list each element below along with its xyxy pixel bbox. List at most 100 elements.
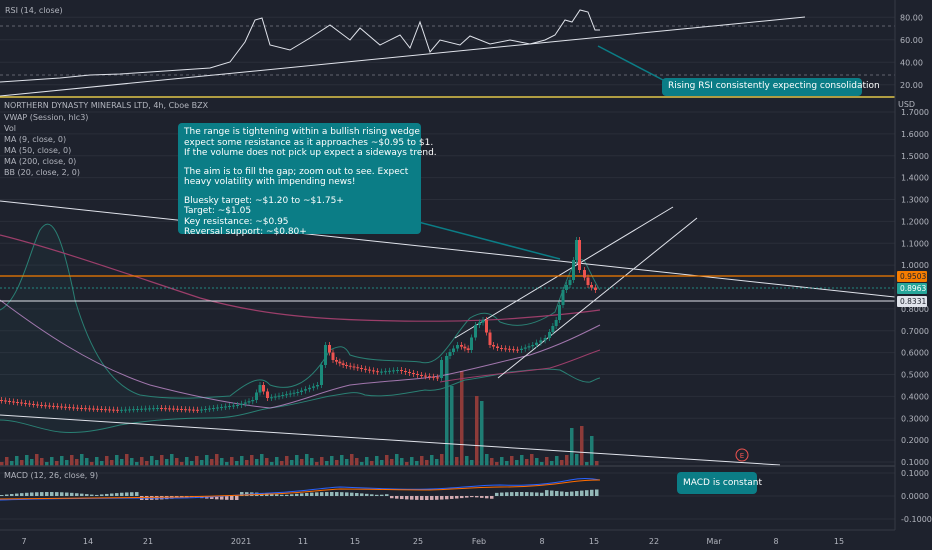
- candle-body: [590, 285, 593, 288]
- price-tick-label: 1.0000: [901, 261, 929, 270]
- candle-body: [68, 407, 71, 409]
- candle-body: [512, 349, 515, 351]
- volume-bar: [150, 456, 154, 466]
- volume-bar: [95, 457, 99, 466]
- candle-body: [352, 366, 356, 368]
- volume-bar: [245, 460, 249, 466]
- candle-body: [561, 290, 565, 305]
- price-tick-label: 1.3000: [901, 196, 929, 205]
- volume-bar: [250, 455, 254, 466]
- volume-bar: [160, 455, 164, 466]
- volume-bar: [50, 457, 54, 466]
- volume-bar: [385, 455, 389, 466]
- rsi-annotation[interactable]: Rising RSI consistently expecting consol…: [662, 78, 880, 96]
- macd-histogram-bar: [230, 496, 234, 500]
- candle-body: [380, 371, 383, 373]
- candle-body: [144, 408, 147, 410]
- volume-bar: [515, 460, 519, 466]
- volume-bar: [25, 455, 29, 466]
- candle-body: [320, 365, 323, 385]
- price-tick-label: 1.1000: [901, 239, 929, 248]
- volume-bar: [475, 396, 479, 466]
- candle-body: [148, 408, 151, 410]
- candle-body: [364, 368, 367, 370]
- macd-histogram-bar: [525, 492, 529, 496]
- price-tick-label: 1.2000: [901, 217, 929, 226]
- volume-bar: [375, 456, 379, 466]
- volume-bar: [465, 456, 469, 466]
- macd-histogram-bar: [90, 494, 94, 496]
- ma200-lower-line: [439, 349, 601, 383]
- main-annotation[interactable]: The range is tightening within a bullish…: [178, 123, 437, 237]
- volume-bar: [450, 386, 454, 466]
- macd-histogram-bar: [540, 492, 544, 496]
- candle-body: [463, 346, 467, 349]
- macd-histogram-bar: [120, 492, 124, 496]
- candle-body: [452, 348, 455, 352]
- macd-histogram-bar: [130, 492, 134, 496]
- macd-histogram-bar: [450, 496, 454, 499]
- candle-body: [220, 407, 223, 408]
- volume-bar: [230, 457, 234, 466]
- candle-body: [160, 408, 163, 409]
- candle-body: [152, 408, 155, 410]
- macd-histogram-bar: [235, 496, 239, 500]
- rsi-tick-label: 40.00: [900, 58, 923, 67]
- candle-body: [392, 370, 395, 372]
- macd-histogram-bar: [435, 496, 439, 500]
- earnings-event-marker[interactable]: [735, 448, 749, 462]
- time-axis[interactable]: 7 14 21 2021 11 15 25 Feb 8 15 22 Mar 8 15: [0, 529, 895, 546]
- macd-histogram-bar: [580, 490, 584, 496]
- candle-body: [124, 409, 127, 411]
- volume-bar: [505, 461, 509, 466]
- ma200-line: [0, 234, 601, 322]
- price-tick-label: 0.4000: [901, 392, 929, 401]
- volume-bar: [65, 460, 69, 466]
- macd-annotation[interactable]: MACD is constant: [677, 472, 762, 494]
- price-panel: E NORTHERN DYNASTY MINERALS LTD, 4h, Cbo…: [0, 100, 929, 467]
- volume-bar: [400, 458, 404, 466]
- macd-histogram-bar: [300, 493, 304, 496]
- volume-bar: [325, 461, 329, 466]
- volume-bar: [360, 462, 364, 466]
- price-tick-label: 1.6000: [901, 130, 929, 139]
- candle-body: [539, 340, 543, 343]
- macd-histogram-bar: [380, 494, 384, 496]
- volume-bar: [75, 459, 79, 466]
- candle-body: [52, 405, 55, 407]
- candle-body: [128, 409, 131, 411]
- price-tick-label: 0.8000: [901, 305, 929, 314]
- candle-body: [296, 392, 300, 393]
- x-axis-label: 21: [143, 537, 153, 546]
- candle-body: [492, 345, 495, 347]
- rsi-trendline: [0, 16, 806, 97]
- macd-histogram-bar: [290, 494, 294, 496]
- volume-bar: [235, 461, 239, 466]
- candle-body: [16, 402, 19, 403]
- candle-body: [558, 305, 561, 320]
- volume-bar: [390, 459, 394, 466]
- candle-body: [292, 392, 296, 394]
- candle-body: [523, 347, 527, 349]
- indicator-label: BB (20, close, 2, 0): [4, 168, 80, 177]
- currency-label: USD: [898, 100, 915, 109]
- candle-body: [548, 332, 551, 338]
- candle-body: [328, 345, 331, 353]
- candles: [0, 237, 597, 413]
- candle-body: [300, 390, 303, 392]
- candle-body: [478, 322, 481, 325]
- main-annotation-line: If the volume does not pick up expect a …: [184, 148, 437, 158]
- volume-bar: [490, 458, 494, 466]
- price-tick-label: 1.7000: [901, 108, 929, 117]
- volume-bar: [540, 462, 544, 466]
- candle-body: [200, 409, 203, 411]
- volume-bar: [355, 458, 359, 466]
- candle-body: [432, 376, 435, 378]
- volume-bar: [125, 454, 129, 466]
- candle-body: [84, 408, 87, 410]
- candle-body: [445, 356, 448, 360]
- volume-bar: [315, 462, 319, 466]
- macd-histogram-bar: [575, 491, 579, 496]
- candle-body: [535, 342, 538, 345]
- volume-bar: [0, 462, 4, 466]
